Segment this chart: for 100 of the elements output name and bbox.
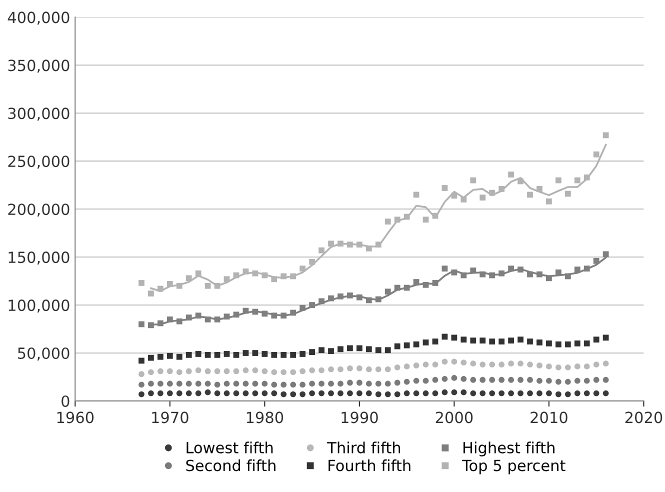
point: [470, 376, 476, 383]
point: [195, 312, 202, 319]
point: [527, 192, 533, 198]
point: [204, 389, 211, 396]
point: [384, 347, 391, 354]
point: [536, 271, 542, 278]
point: [442, 358, 448, 365]
point: [404, 342, 410, 348]
point: [290, 391, 296, 398]
point: [480, 338, 486, 344]
point: [470, 390, 476, 396]
point: [470, 177, 476, 184]
point: [280, 352, 287, 358]
point: [442, 389, 448, 396]
x-tick-label: 2010: [530, 412, 568, 424]
x-tick-label: 2020: [625, 412, 662, 424]
point: [204, 380, 211, 387]
point: [498, 390, 505, 396]
point: [451, 269, 458, 276]
point: [584, 378, 590, 384]
point: [252, 350, 258, 356]
point: [527, 362, 533, 368]
point: [498, 376, 505, 383]
point: [356, 380, 362, 386]
point: [157, 354, 164, 360]
point: [356, 294, 362, 300]
point: [574, 390, 580, 396]
point: [214, 390, 220, 396]
point: [271, 390, 278, 396]
point: [148, 380, 154, 387]
point: [176, 282, 182, 289]
point: [347, 242, 353, 248]
y-tick-label: 50,000: [18, 347, 70, 361]
point: [138, 358, 144, 364]
point: [574, 378, 580, 384]
point: [584, 266, 590, 272]
point: [546, 198, 552, 204]
point: [309, 380, 315, 387]
legend-label: Second fifth: [186, 459, 276, 472]
point: [318, 347, 324, 354]
point: [280, 312, 287, 319]
point: [460, 360, 467, 366]
point: [242, 390, 249, 396]
point: [224, 380, 230, 387]
point: [508, 360, 514, 367]
point: [166, 316, 173, 322]
point: [527, 390, 533, 396]
point: [602, 360, 609, 367]
point: [593, 151, 600, 158]
point: [564, 378, 571, 385]
point: [546, 340, 552, 346]
point: [546, 363, 552, 370]
point: [422, 340, 429, 346]
point: [536, 378, 542, 384]
point: [442, 185, 448, 191]
point: [176, 369, 182, 376]
point: [262, 390, 268, 396]
point: [460, 389, 467, 396]
y-tick-label: 400,000: [8, 12, 70, 25]
point: [347, 390, 353, 396]
point: [498, 338, 505, 344]
y-tick-label: 150,000: [8, 252, 70, 265]
point: [328, 380, 334, 387]
point: [564, 273, 571, 280]
point: [148, 390, 154, 396]
point: [242, 380, 249, 387]
legend-label: Top 5 percent: [462, 460, 566, 474]
point: [338, 366, 344, 372]
point: [186, 352, 192, 358]
point: [271, 276, 278, 282]
point: [148, 354, 154, 361]
point: [375, 366, 382, 372]
point: [300, 351, 306, 357]
point: [186, 314, 192, 320]
point: [233, 352, 240, 358]
x-tick-label: 1980: [246, 412, 284, 424]
point: [527, 338, 533, 344]
point: [555, 364, 562, 370]
point: [375, 391, 382, 398]
point: [413, 390, 420, 396]
point: [157, 286, 164, 292]
point: [536, 186, 542, 192]
point: [546, 275, 552, 282]
point: [508, 376, 514, 383]
point: [300, 368, 306, 374]
point: [262, 368, 268, 374]
point: [347, 292, 353, 298]
x-tick-label: 1970: [152, 412, 188, 424]
point: [271, 312, 278, 319]
point: [574, 340, 580, 346]
point: [432, 376, 438, 383]
point: [138, 371, 144, 378]
point: [338, 240, 344, 247]
point: [166, 352, 173, 359]
point: [280, 369, 287, 376]
point: [290, 382, 296, 388]
point: [489, 272, 496, 278]
point: [318, 298, 324, 304]
point: [224, 368, 230, 374]
point: [602, 334, 609, 341]
